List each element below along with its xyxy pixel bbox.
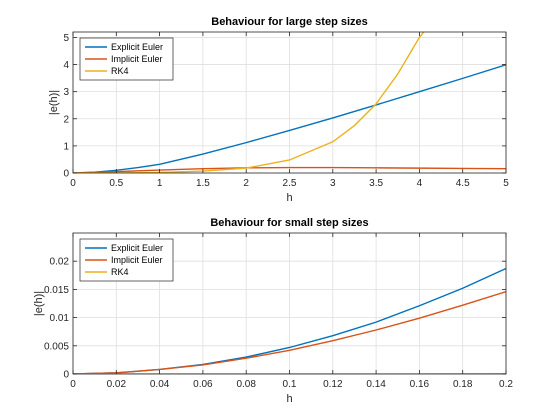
x-tick-label: 0.14 (366, 379, 386, 390)
series-line-rk4 (73, 32, 425, 173)
legend-label: Implicit Euler (111, 255, 163, 265)
x-axis-label: h (286, 393, 292, 405)
x-tick-label: 0 (70, 178, 76, 189)
x-tick-label: 0.18 (453, 379, 473, 390)
legend-label: RK4 (111, 66, 129, 76)
x-tick-label: 0.04 (150, 379, 170, 390)
x-tick-label: 0.06 (193, 379, 213, 390)
y-tick-label: 0.01 (50, 313, 70, 324)
chart-large-step-sizes: 0 0.5 1 1.5 2 2.5 3 3.5 4 4.5 5 0 1 2 3 4 5 Behaviour for… (48, 16, 509, 204)
x-tick-label: 0.12 (323, 379, 343, 390)
legend-label: RK4 (111, 267, 129, 277)
legend: Explicit Euler Implicit Euler RK4 (79, 238, 174, 282)
chart-title: Behaviour for small step sizes (210, 217, 368, 229)
y-tick-label: 0.005 (44, 341, 69, 352)
y-axis-label: |e(h)| (48, 90, 60, 115)
y-tick-label: 0 (63, 169, 69, 180)
y-tick-label: 1 (63, 141, 69, 152)
x-tick-label: 0.16 (410, 379, 430, 390)
x-tick-label: 0.1 (283, 379, 297, 390)
x-tick-label: 3.5 (369, 178, 383, 189)
chart-small-step-sizes: 0 0.02 0.04 0.06 0.08 0.1 0.12 0.14 0.16 0.18 0.2 0… (33, 217, 513, 405)
x-tick-label: 0.08 (236, 379, 256, 390)
x-tick-label: 2.5 (283, 178, 297, 189)
y-axis-label: |e(h)| (33, 291, 45, 316)
chart-title: Behaviour for large step sizes (211, 16, 368, 28)
x-tick-label: 3 (330, 178, 336, 189)
y-tick-label: 5 (63, 33, 69, 44)
x-tick-label: 0.2 (499, 379, 513, 390)
x-tick-label: 0.02 (107, 379, 127, 390)
x-tick-label: 4.5 (456, 178, 470, 189)
legend-label: Explicit Euler (111, 42, 163, 52)
x-tick-label: 0.5 (109, 178, 123, 189)
y-tick-label: 0.02 (50, 257, 70, 268)
y-tick-label: 2 (63, 114, 69, 125)
x-tick-label: 2 (243, 178, 249, 189)
x-tick-label: 0 (70, 379, 76, 390)
x-tick-label: 4 (417, 178, 423, 189)
legend: Explicit Euler Implicit Euler RK4 (79, 37, 174, 81)
series-line-implicit-euler (73, 290, 506, 374)
legend-label: Implicit Euler (111, 54, 163, 64)
x-axis-label: h (286, 192, 292, 204)
y-tick-label: 4 (63, 60, 69, 71)
x-tick-label: 5 (503, 178, 509, 189)
x-tick-label: 1.5 (196, 178, 210, 189)
y-tick-label: 3 (63, 87, 69, 98)
legend-label: Explicit Euler (111, 243, 163, 253)
x-tick-label: 1 (157, 178, 163, 189)
y-tick-label: 0 (63, 370, 69, 381)
y-tick-label: 0.015 (44, 285, 69, 296)
